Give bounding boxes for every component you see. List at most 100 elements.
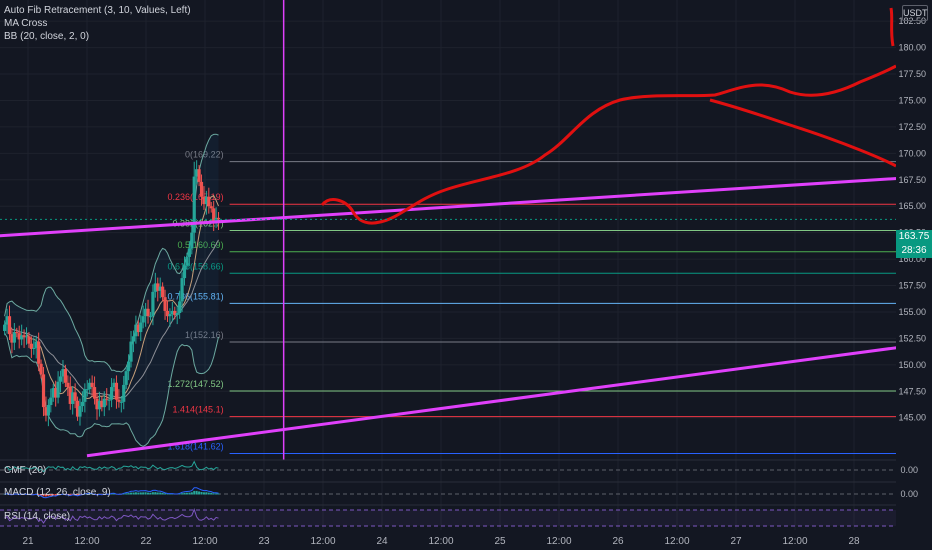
candle-body[interactable]	[112, 382, 116, 388]
candle-body[interactable]	[7, 316, 12, 335]
candle-body[interactable]	[5, 316, 9, 325]
candle-body[interactable]	[71, 392, 75, 404]
candle-body[interactable]	[192, 176, 196, 233]
candle-body[interactable]	[139, 322, 143, 333]
candle-body[interactable]	[212, 208, 216, 223]
bb-legend[interactable]: BB (20, close, 2, 0)	[4, 31, 90, 42]
candle-body[interactable]	[10, 334, 14, 343]
candle-body[interactable]	[114, 382, 119, 400]
candle-body[interactable]	[56, 381, 60, 398]
candle-body[interactable]	[153, 283, 157, 292]
candle-body[interactable]	[90, 382, 94, 388]
cmf-label[interactable]: CMF (20)	[4, 465, 47, 476]
candle-body[interactable]	[61, 369, 65, 377]
candle-body[interactable]	[195, 169, 199, 177]
candle-body[interactable]	[49, 397, 53, 406]
candle-body[interactable]	[202, 196, 206, 205]
candle-body[interactable]	[88, 382, 92, 390]
candle-body[interactable]	[58, 376, 63, 382]
candle-body[interactable]	[109, 387, 114, 400]
candle-body[interactable]	[207, 196, 211, 207]
candle-body[interactable]	[173, 310, 177, 316]
candle-body[interactable]	[163, 297, 167, 311]
candle-body[interactable]	[32, 347, 36, 349]
candle-body[interactable]	[22, 335, 26, 338]
candle-body[interactable]	[129, 341, 133, 362]
candle-body[interactable]	[17, 333, 21, 340]
candle-body[interactable]	[204, 196, 208, 205]
candle-body[interactable]	[117, 399, 121, 402]
candle-body[interactable]	[34, 341, 38, 348]
candle-body[interactable]	[12, 332, 16, 343]
candle-body[interactable]	[73, 392, 77, 401]
candle-body[interactable]	[190, 232, 194, 249]
candle-body[interactable]	[102, 398, 106, 408]
candle-body[interactable]	[146, 308, 150, 317]
edge-stroke[interactable]	[889, 7, 895, 47]
candle-body[interactable]	[37, 341, 41, 364]
candle-body[interactable]	[92, 387, 97, 399]
candle-body[interactable]	[126, 361, 131, 372]
candle-body[interactable]	[3, 324, 7, 331]
candle-body[interactable]	[185, 256, 189, 266]
candle-body[interactable]	[54, 388, 58, 398]
candle-body[interactable]	[178, 301, 182, 314]
candle-body[interactable]	[182, 265, 187, 279]
candle-body[interactable]	[100, 400, 104, 408]
candle-body[interactable]	[197, 169, 201, 182]
candle-body[interactable]	[209, 206, 213, 209]
candle-body[interactable]	[158, 286, 162, 291]
currency-badge[interactable]: USDT	[902, 5, 928, 21]
candle-body[interactable]	[216, 217, 221, 220]
projection-curve-upper[interactable]	[320, 64, 897, 225]
candles[interactable]	[3, 160, 221, 427]
candle-body[interactable]	[131, 336, 136, 342]
candle-body[interactable]	[141, 316, 145, 323]
candle-body[interactable]	[41, 374, 46, 408]
candle-body[interactable]	[46, 405, 50, 416]
candle-body[interactable]	[161, 286, 165, 298]
channel-line[interactable]	[0, 174, 932, 238]
macd-label[interactable]: MACD (12, 26, close, 9)	[4, 487, 111, 498]
candle-body[interactable]	[122, 384, 126, 402]
candle-body[interactable]	[95, 398, 99, 410]
candle-body[interactable]	[144, 308, 148, 317]
trend-channels[interactable]	[0, 0, 932, 460]
candle-body[interactable]	[136, 324, 140, 333]
candle-body[interactable]	[124, 371, 128, 385]
candle-body[interactable]	[175, 313, 179, 316]
channel-line[interactable]	[86, 341, 932, 458]
candle-body[interactable]	[63, 369, 67, 383]
candle-body[interactable]	[44, 407, 48, 416]
candle-body[interactable]	[68, 387, 72, 404]
candle-body[interactable]	[27, 336, 31, 344]
candle-body[interactable]	[119, 401, 123, 403]
candle-body[interactable]	[51, 388, 55, 398]
candle-body[interactable]	[151, 291, 155, 317]
candle-body[interactable]	[80, 401, 85, 407]
candle-body[interactable]	[168, 314, 172, 317]
candle-body[interactable]	[15, 332, 19, 334]
candle-body[interactable]	[83, 389, 87, 402]
candle-body[interactable]	[214, 217, 218, 223]
candle-body[interactable]	[148, 316, 153, 318]
candle-body[interactable]	[85, 389, 89, 391]
projection-curve-lower[interactable]	[709, 98, 897, 168]
candle-body[interactable]	[165, 310, 170, 317]
candle-body[interactable]	[199, 181, 204, 197]
candle-body[interactable]	[78, 406, 82, 417]
candle-body[interactable]	[180, 278, 184, 302]
candle-body[interactable]	[134, 324, 138, 337]
candle-body[interactable]	[170, 310, 174, 315]
candle-body[interactable]	[97, 400, 102, 410]
hand-drawings[interactable]	[320, 7, 897, 225]
time-axis[interactable]: 21 12:00 22 12:00 23 12:00 24 12:00 25 12:00 26 12:…	[0, 530, 932, 550]
ma-legend[interactable]: MA Cross	[4, 18, 48, 29]
candle-body[interactable]	[66, 382, 70, 388]
rsi-label[interactable]: RSI (14, close)	[4, 511, 71, 522]
candle-body[interactable]	[29, 343, 33, 349]
candle-body[interactable]	[24, 336, 29, 338]
candle-body[interactable]	[105, 398, 109, 400]
candle-body[interactable]	[75, 400, 80, 417]
